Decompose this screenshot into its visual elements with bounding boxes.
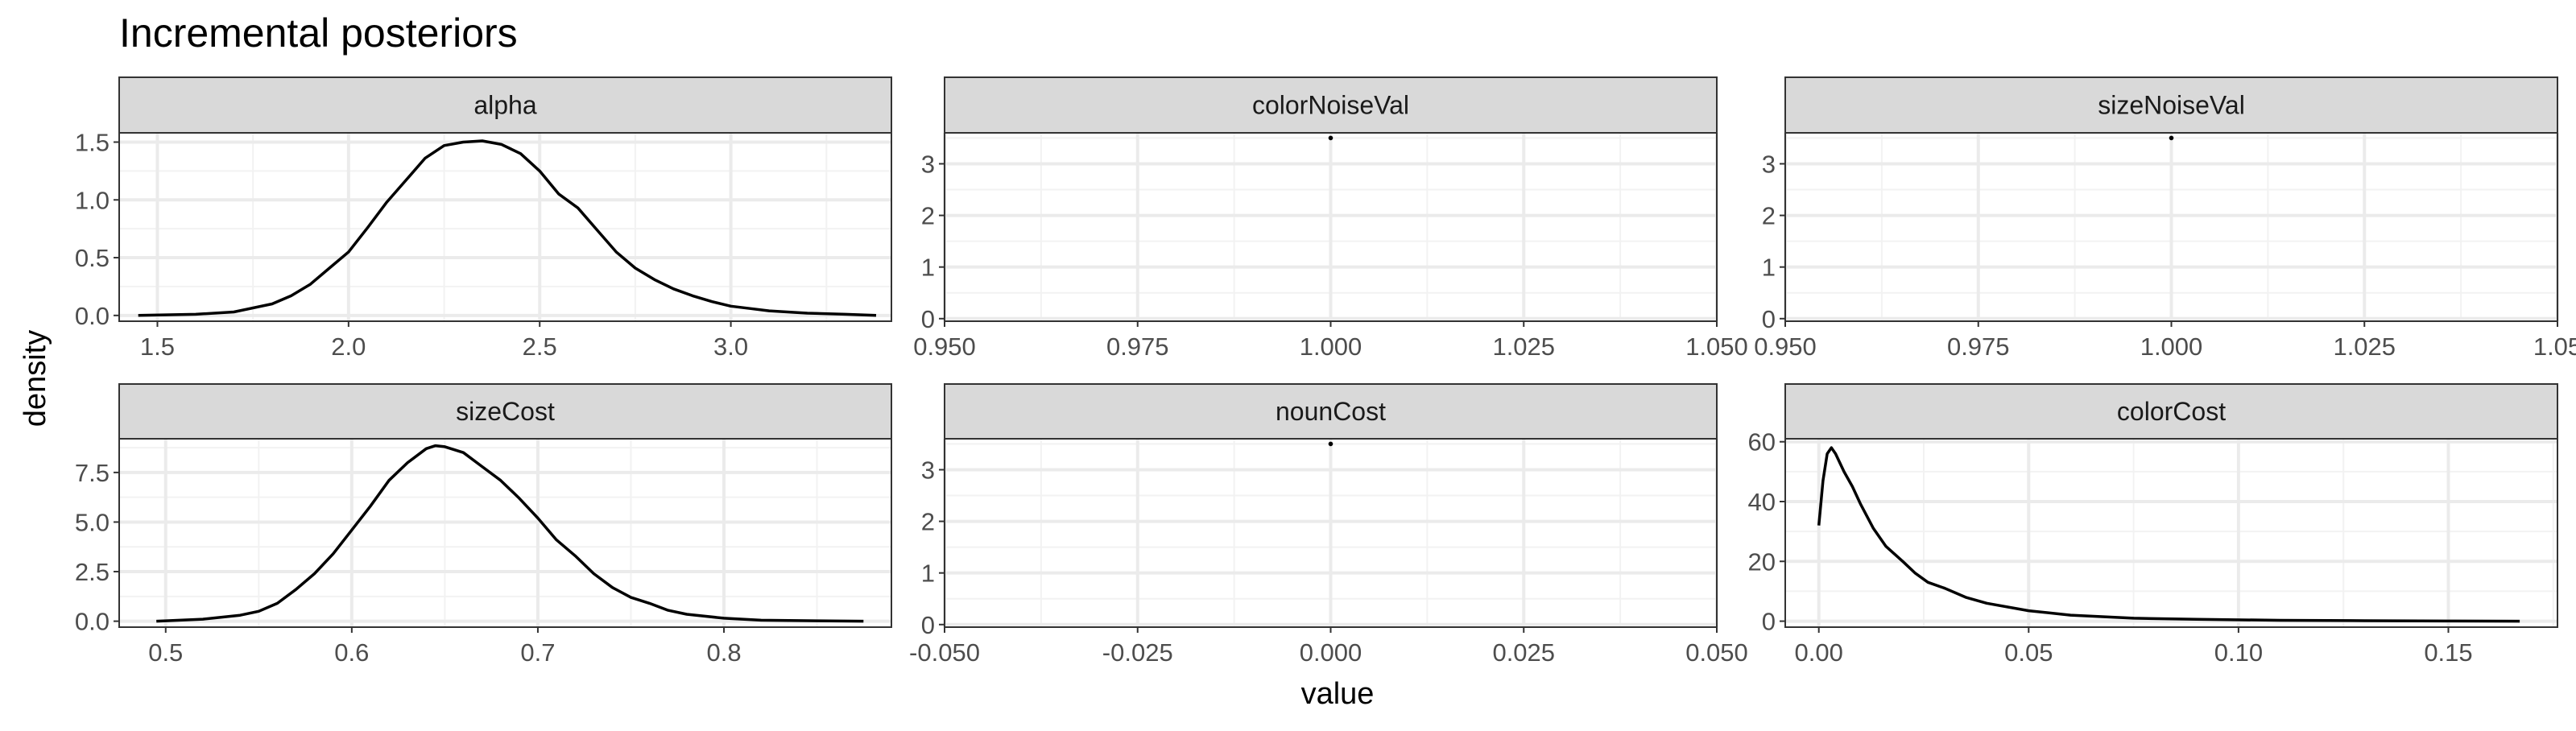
y-tick-label: 60 — [1748, 428, 1776, 456]
strip-background — [944, 76, 1718, 134]
y-tick-label: 0.0 — [75, 302, 110, 330]
x-tick-label: 0.7 — [520, 638, 555, 667]
strip-background — [1784, 383, 2558, 440]
x-tick-label: 1.05 — [2533, 332, 2576, 361]
y-tick-label: 1.0 — [75, 186, 110, 214]
panel-colorCost: colorCost 0 20 40 60 0.00 0.05 0.10 0.15 — [1748, 383, 2558, 667]
y-tick-label: 1.5 — [75, 128, 110, 156]
x-tick-label: 0.975 — [1106, 332, 1169, 361]
x-tick-label: 1.050 — [1685, 332, 1748, 361]
x-tick-label: 0.5 — [148, 638, 183, 667]
x-tick-label: 1.5 — [140, 332, 175, 361]
y-tick-label: 7.5 — [75, 459, 110, 487]
y-tick-label: 40 — [1748, 488, 1776, 516]
y-tick-label: 0.5 — [75, 244, 110, 272]
strip-label: sizeCost — [456, 397, 555, 426]
x-tick-label: 0.00 — [1795, 638, 1843, 667]
panel-background — [119, 133, 891, 321]
x-tick-label: 1.000 — [1300, 332, 1362, 361]
x-tick-label: 0.8 — [706, 638, 741, 667]
y-tick-label: 2.5 — [75, 558, 110, 586]
y-tick-label: 2 — [921, 202, 935, 230]
y-tick-label: 0 — [921, 611, 935, 639]
density-point — [1328, 441, 1333, 447]
strip-label: nounCost — [1276, 397, 1386, 426]
x-tick-label: 0.950 — [913, 332, 976, 361]
panel-alpha: alpha 0.0 0.5 1.0 1.5 1.5 2.0 2.5 3.0 — [75, 76, 892, 361]
strip-background — [1784, 76, 2558, 134]
x-tick-label: 0.050 — [1685, 638, 1748, 667]
strip-label: sizeNoiseVal — [2098, 91, 2245, 120]
panel-nounCost: nounCost 0 1 2 3 -0.050 -0.025 0.000 0.025 0.050 — [909, 383, 1748, 667]
y-tick-label: 3 — [921, 456, 935, 484]
x-tick-label: 3.0 — [713, 332, 748, 361]
strip-background — [118, 76, 892, 134]
x-tick-label: 0.000 — [1300, 638, 1362, 667]
x-tick-label: 0.975 — [1947, 332, 2010, 361]
chart-title: Incremental posteriors — [119, 10, 518, 56]
strip-label: alpha — [473, 91, 537, 120]
strip-label: colorNoiseVal — [1252, 91, 1409, 120]
x-tick-label: 1.025 — [2333, 332, 2396, 361]
x-tick-label: 2.0 — [331, 332, 366, 361]
x-tick-label: 0.15 — [2424, 638, 2472, 667]
y-tick-label: 20 — [1748, 547, 1776, 576]
x-tick-label: 0.025 — [1492, 638, 1555, 667]
y-tick-label: 2 — [921, 508, 935, 536]
facet-panels: alpha 0.0 0.5 1.0 1.5 1.5 2.0 2.5 3.0 colorNoiseV… — [75, 76, 2576, 667]
y-tick-label: 1 — [921, 254, 935, 282]
y-tick-label: 2 — [1762, 202, 1776, 230]
x-tick-label: 2.5 — [523, 332, 557, 361]
y-tick-label: 0 — [1762, 608, 1776, 636]
y-tick-label: 1 — [921, 560, 935, 588]
panel-colorNoiseVal: colorNoiseVal 0 1 2 3 0.950 0.975 1.000 1.025 1.0… — [913, 76, 1748, 361]
y-tick-label: 5.0 — [75, 508, 110, 536]
strip-label: colorCost — [2117, 397, 2226, 426]
density-point — [1328, 135, 1333, 141]
x-tick-label: 0.10 — [2214, 638, 2263, 667]
y-axis-title: density — [19, 330, 52, 427]
x-tick-label: 0.6 — [334, 638, 369, 667]
density-line — [156, 444, 864, 623]
x-axis-title: value — [1301, 677, 1375, 711]
x-tick-label: 0.05 — [2004, 638, 2053, 667]
y-tick-label: 3 — [1762, 150, 1776, 178]
panel-sizeCost: sizeCost 0.0 2.5 5.0 7.5 0.5 0.6 0.7 0.8 — [75, 383, 892, 667]
panel-background — [1785, 439, 2557, 627]
density-line — [138, 139, 877, 317]
strip-background — [944, 383, 1718, 440]
strip-background — [118, 383, 892, 440]
density-point — [2169, 135, 2174, 141]
density-line — [1817, 446, 2520, 623]
panel-background — [119, 439, 891, 627]
x-tick-label: 0.950 — [1754, 332, 1817, 361]
y-tick-label: 0 — [1762, 305, 1776, 333]
y-tick-label: 3 — [921, 150, 935, 178]
panel-sizeNoiseVal: sizeNoiseVal 0 1 2 3 0.950 0.975 1.000 1.025 1.05 — [1754, 76, 2576, 361]
x-tick-label: -0.050 — [909, 638, 980, 667]
x-tick-label: 1.000 — [2140, 332, 2203, 361]
x-tick-label: 1.025 — [1492, 332, 1555, 361]
y-tick-label: 1 — [1762, 254, 1776, 282]
y-tick-label: 0 — [921, 305, 935, 333]
y-tick-label: 0.0 — [75, 608, 110, 636]
x-tick-label: -0.025 — [1102, 638, 1173, 667]
